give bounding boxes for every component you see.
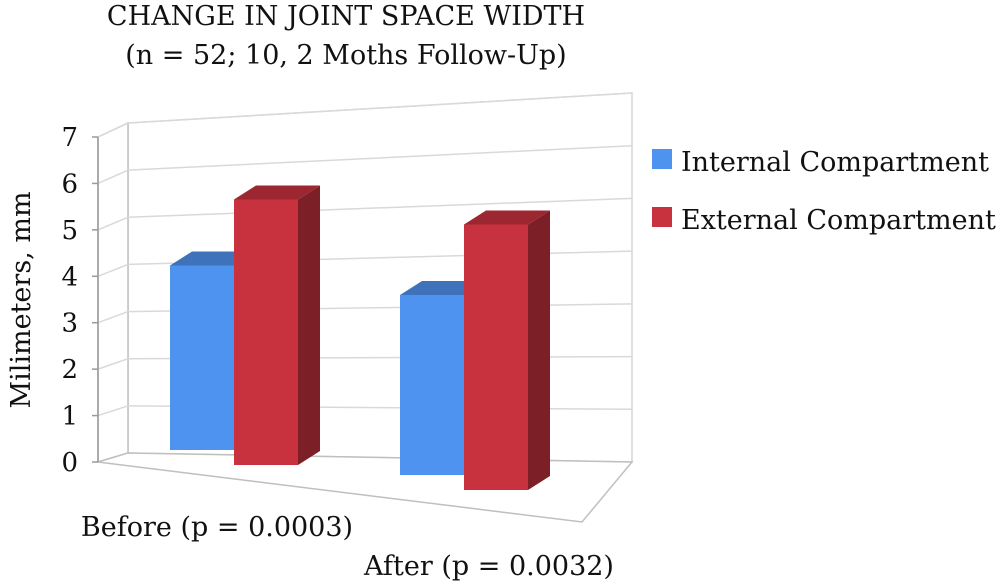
- legend-swatch: [652, 207, 672, 227]
- x-axis-categories: Before (p = 0.0003) After (p = 0.0032): [81, 512, 614, 582]
- y-tick-label: 1: [61, 402, 78, 432]
- bar-front: [400, 295, 464, 475]
- chart-subtitle: (n = 52; 10, 2 Moths Follow-Up): [125, 40, 566, 71]
- bar-side: [298, 185, 320, 465]
- gridline: [127, 144, 633, 171]
- bar-top: [464, 210, 550, 225]
- bar-top: [234, 185, 320, 200]
- y-tick-label: 4: [61, 262, 78, 292]
- bars: [170, 185, 550, 490]
- y-tick-label: 7: [61, 123, 78, 153]
- legend-label: External Compartment: [681, 205, 996, 236]
- gridline-side: [97, 310, 129, 324]
- bar-front: [234, 199, 298, 465]
- bar: [234, 185, 320, 465]
- gridline-side: [97, 405, 129, 417]
- y-axis-ticks: 0 1 2 3 4 5 6 7: [61, 123, 99, 478]
- bar-front: [170, 265, 234, 450]
- y-tick-label: 2: [61, 355, 78, 385]
- gridline-side: [97, 358, 129, 370]
- y-tick-label: 0: [61, 448, 78, 478]
- legend-label: Internal Compartment: [681, 147, 989, 178]
- bar-front: [464, 224, 528, 490]
- y-axis-label: Milimeters, mm: [6, 191, 37, 408]
- gridline-side: [97, 122, 129, 138]
- gridline-side: [97, 263, 129, 277]
- gridline-side: [97, 216, 129, 231]
- y-tick-label: 5: [61, 216, 78, 246]
- gridline: [127, 92, 633, 124]
- y-tick-label: 3: [61, 309, 78, 339]
- bar-side: [528, 210, 550, 490]
- legend-swatch: [652, 149, 672, 169]
- gridline: [127, 197, 633, 219]
- gridline-side: [97, 169, 129, 185]
- legend: Internal Compartment External Compartment: [652, 147, 996, 236]
- x-category-label: Before (p = 0.0003): [81, 512, 353, 543]
- bar: [464, 210, 550, 490]
- chart-title: CHANGE IN JOINT SPACE WIDTH: [107, 1, 585, 32]
- y-tick-label: 6: [61, 169, 78, 199]
- x-category-label: After (p = 0.0032): [363, 551, 614, 582]
